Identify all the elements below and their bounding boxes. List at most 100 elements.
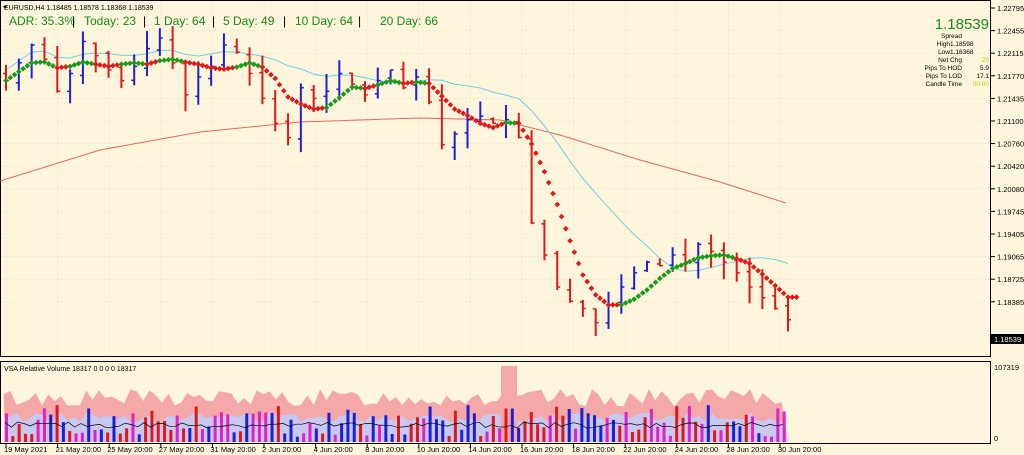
ma-dot [498,121,505,128]
volume-bar [744,414,748,442]
ma-dot [430,84,437,91]
ma-dot [477,120,484,127]
ma-dot [306,104,313,111]
ma-dot [708,252,714,259]
info-high-label: High [937,41,951,48]
price-tick-label: 1.18725 [997,275,1024,284]
volume-bar [201,429,204,442]
info-low-value: 1.18368 [950,49,974,56]
adr-separator-3: | [212,14,215,28]
volume-bar [504,408,508,442]
ma-dot [302,102,308,109]
volume-bar [643,417,647,442]
ma-dot [618,302,625,308]
volume-zero-label: 0 [994,434,998,443]
volume-bar [548,415,552,442]
time-tick-label: 30 Jun 20:00 [778,445,821,454]
ma-dot [511,120,518,126]
volume-bar [384,415,388,442]
ma-dot [349,84,355,90]
volume-bar [207,426,211,442]
ma-dot [763,275,770,281]
ma-dot [379,80,385,87]
volume-bar [498,428,502,442]
volume-bar [479,436,483,442]
volume-bar [472,413,476,442]
adr-label: ADR: 35.3% [9,14,75,28]
info-pips-hod-value: 5.9 [980,65,989,72]
current-price-marker [991,334,1024,344]
volume-bar [453,410,457,442]
volume-bar [314,428,318,442]
volume-bar [466,405,470,442]
volume-bar [264,412,268,442]
adr-bar: ADR: 35.3% | Today: 23 | 1 Day: 64 | 5 D… [9,14,438,28]
time-tick-label: 24 Jun 20:00 [675,445,718,454]
volume-bar [485,431,489,442]
volume-bar [409,423,413,442]
volume-bar [599,425,603,442]
time-tick-label: 25 May 20:00 [107,445,152,454]
volume-bar [536,424,540,442]
volume-bar [706,405,710,442]
volume-bar [687,406,691,442]
ma-dot [776,286,783,293]
volume-bar [656,426,660,442]
volume-panel-border [0,361,991,444]
ma-dot [481,121,488,128]
ma-dot [545,179,552,186]
ma-dot [592,292,599,298]
ma-dot [537,159,543,166]
volume-bar [510,408,514,442]
ma-dot [400,80,407,87]
ma-dot [490,124,496,131]
ma-dot [562,225,569,232]
volume-bar [232,432,236,442]
ma-dot [494,123,501,129]
ma-dot [614,302,620,308]
ma-dot [639,290,646,296]
volume-bar [738,426,742,442]
info-net-chg-value: 20 [982,57,990,64]
adr-10day: 10 Day: 64 [295,14,353,28]
ma-dot [413,79,420,85]
ma-dot [67,63,73,70]
ma-dot [319,105,326,111]
ma-dot [507,120,514,126]
ma-dot [712,252,719,259]
ma-dot [392,78,398,85]
info-spread-label: Spread [941,33,962,40]
ma-dot [280,87,287,94]
price-tick-label: 1.18385 [997,298,1024,307]
ma-dot [503,119,509,126]
ma-dot [601,298,608,305]
ma-dot [62,64,69,70]
volume-bar [270,412,274,442]
ma-dot [272,75,279,82]
adr-1day: 1 Day: 64 [154,14,206,28]
volume-bar [630,432,634,442]
volume-bar [434,419,438,442]
ma-dot [759,271,766,278]
volume-bars [4,366,788,442]
ma-dot [486,123,492,129]
volume-bar [725,422,729,442]
volume-bar [106,432,110,442]
time-tick-label: 2 Jun 20:00 [262,445,301,454]
volume-bar [675,406,679,442]
ma-dot [289,96,296,103]
adr-separator-5: | [358,14,361,28]
info-price: 1.18539 [935,16,989,33]
time-tick-label: 18 Jun 20:00 [572,445,615,454]
volume-bar [74,433,78,442]
volume-bar [302,433,306,442]
time-axis: 19 May 2021 21 May 20:00 25 May 20:00 27 Ma… [4,444,821,454]
volume-bar [49,414,53,442]
volume-panel-label: VSA Relative Volume 18317 0 0 0 0 18317 [4,366,136,373]
volume-bar [662,422,666,442]
volume-bar [441,420,445,442]
volume-bar [618,425,622,442]
volume-bar [93,429,97,442]
header-dropdown-icon[interactable] [3,6,7,9]
